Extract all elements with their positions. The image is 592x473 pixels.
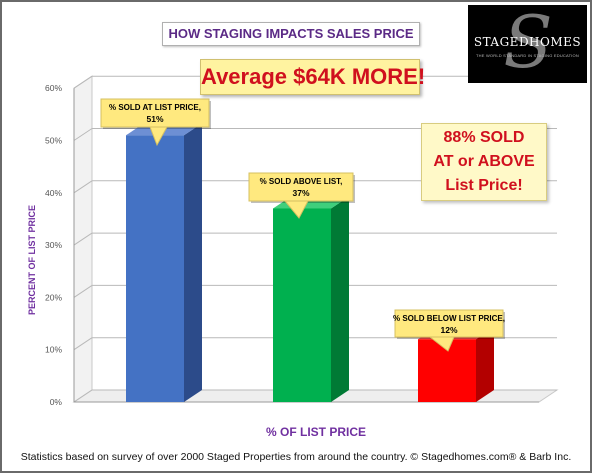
- gridline-diagonal: [73, 389, 93, 403]
- gridline-diagonal: [73, 337, 93, 351]
- data-label-value: 51%: [146, 114, 163, 124]
- gridline-diagonal: [73, 180, 93, 194]
- data-label-category: % SOLD AT LIST PRICE,: [109, 103, 201, 112]
- y-tick-label: 30%: [45, 240, 62, 250]
- y-tick-label: 60%: [45, 83, 62, 93]
- bar: [273, 208, 331, 402]
- gridline-diagonal: [73, 284, 93, 298]
- average-banner: Average $64K MORE!: [200, 59, 425, 95]
- y-tick-label: 0%: [50, 397, 63, 407]
- bar: [126, 135, 184, 402]
- chart-title: HOW STAGING IMPACTS SALES PRICE: [162, 22, 420, 46]
- y-tick-label: 10%: [45, 345, 62, 355]
- callout-line: List Price!: [445, 177, 523, 194]
- data-label-category: % SOLD ABOVE LIST,: [260, 177, 343, 186]
- data-label-value: 37%: [292, 188, 309, 198]
- gridline-diagonal: [73, 75, 93, 89]
- summary-callout: 88% SOLD AT or ABOVE List Price!: [421, 123, 547, 201]
- data-label-category: % SOLD BELOW LIST PRICE,: [393, 314, 505, 323]
- gridline-diagonal: [73, 232, 93, 246]
- x-axis-label: % OF LIST PRICE: [266, 425, 366, 439]
- stagedhomes-logo: S STAGEDHOMES THE WORLD STANDARD IN STAG…: [468, 5, 587, 83]
- bar-side: [476, 327, 494, 402]
- callout-box: [394, 309, 504, 338]
- y-tick-label: 20%: [45, 292, 62, 302]
- y-tick-label: 40%: [45, 188, 62, 198]
- logo-tagline: THE WORLD STANDARD IN STAGING EDUCATION: [476, 53, 579, 58]
- logo-name: STAGEDHOMES: [473, 35, 582, 49]
- y-tick-label: 50%: [45, 136, 62, 146]
- data-label-value: 12%: [440, 325, 457, 335]
- gridline-diagonal: [73, 128, 93, 141]
- callout-line: 88% SOLD: [443, 129, 525, 146]
- y-axis-label: PERCENT OF LIST PRICE: [27, 205, 37, 315]
- callout-line: AT or ABOVE: [433, 153, 535, 170]
- callout-box: [100, 98, 210, 128]
- bar-side: [184, 123, 202, 403]
- callout-box: [248, 172, 354, 202]
- bar-side: [331, 196, 349, 402]
- footer-note: Statistics based on survey of over 2000 …: [20, 451, 572, 463]
- logo-monogram-icon: S: [503, 5, 553, 83]
